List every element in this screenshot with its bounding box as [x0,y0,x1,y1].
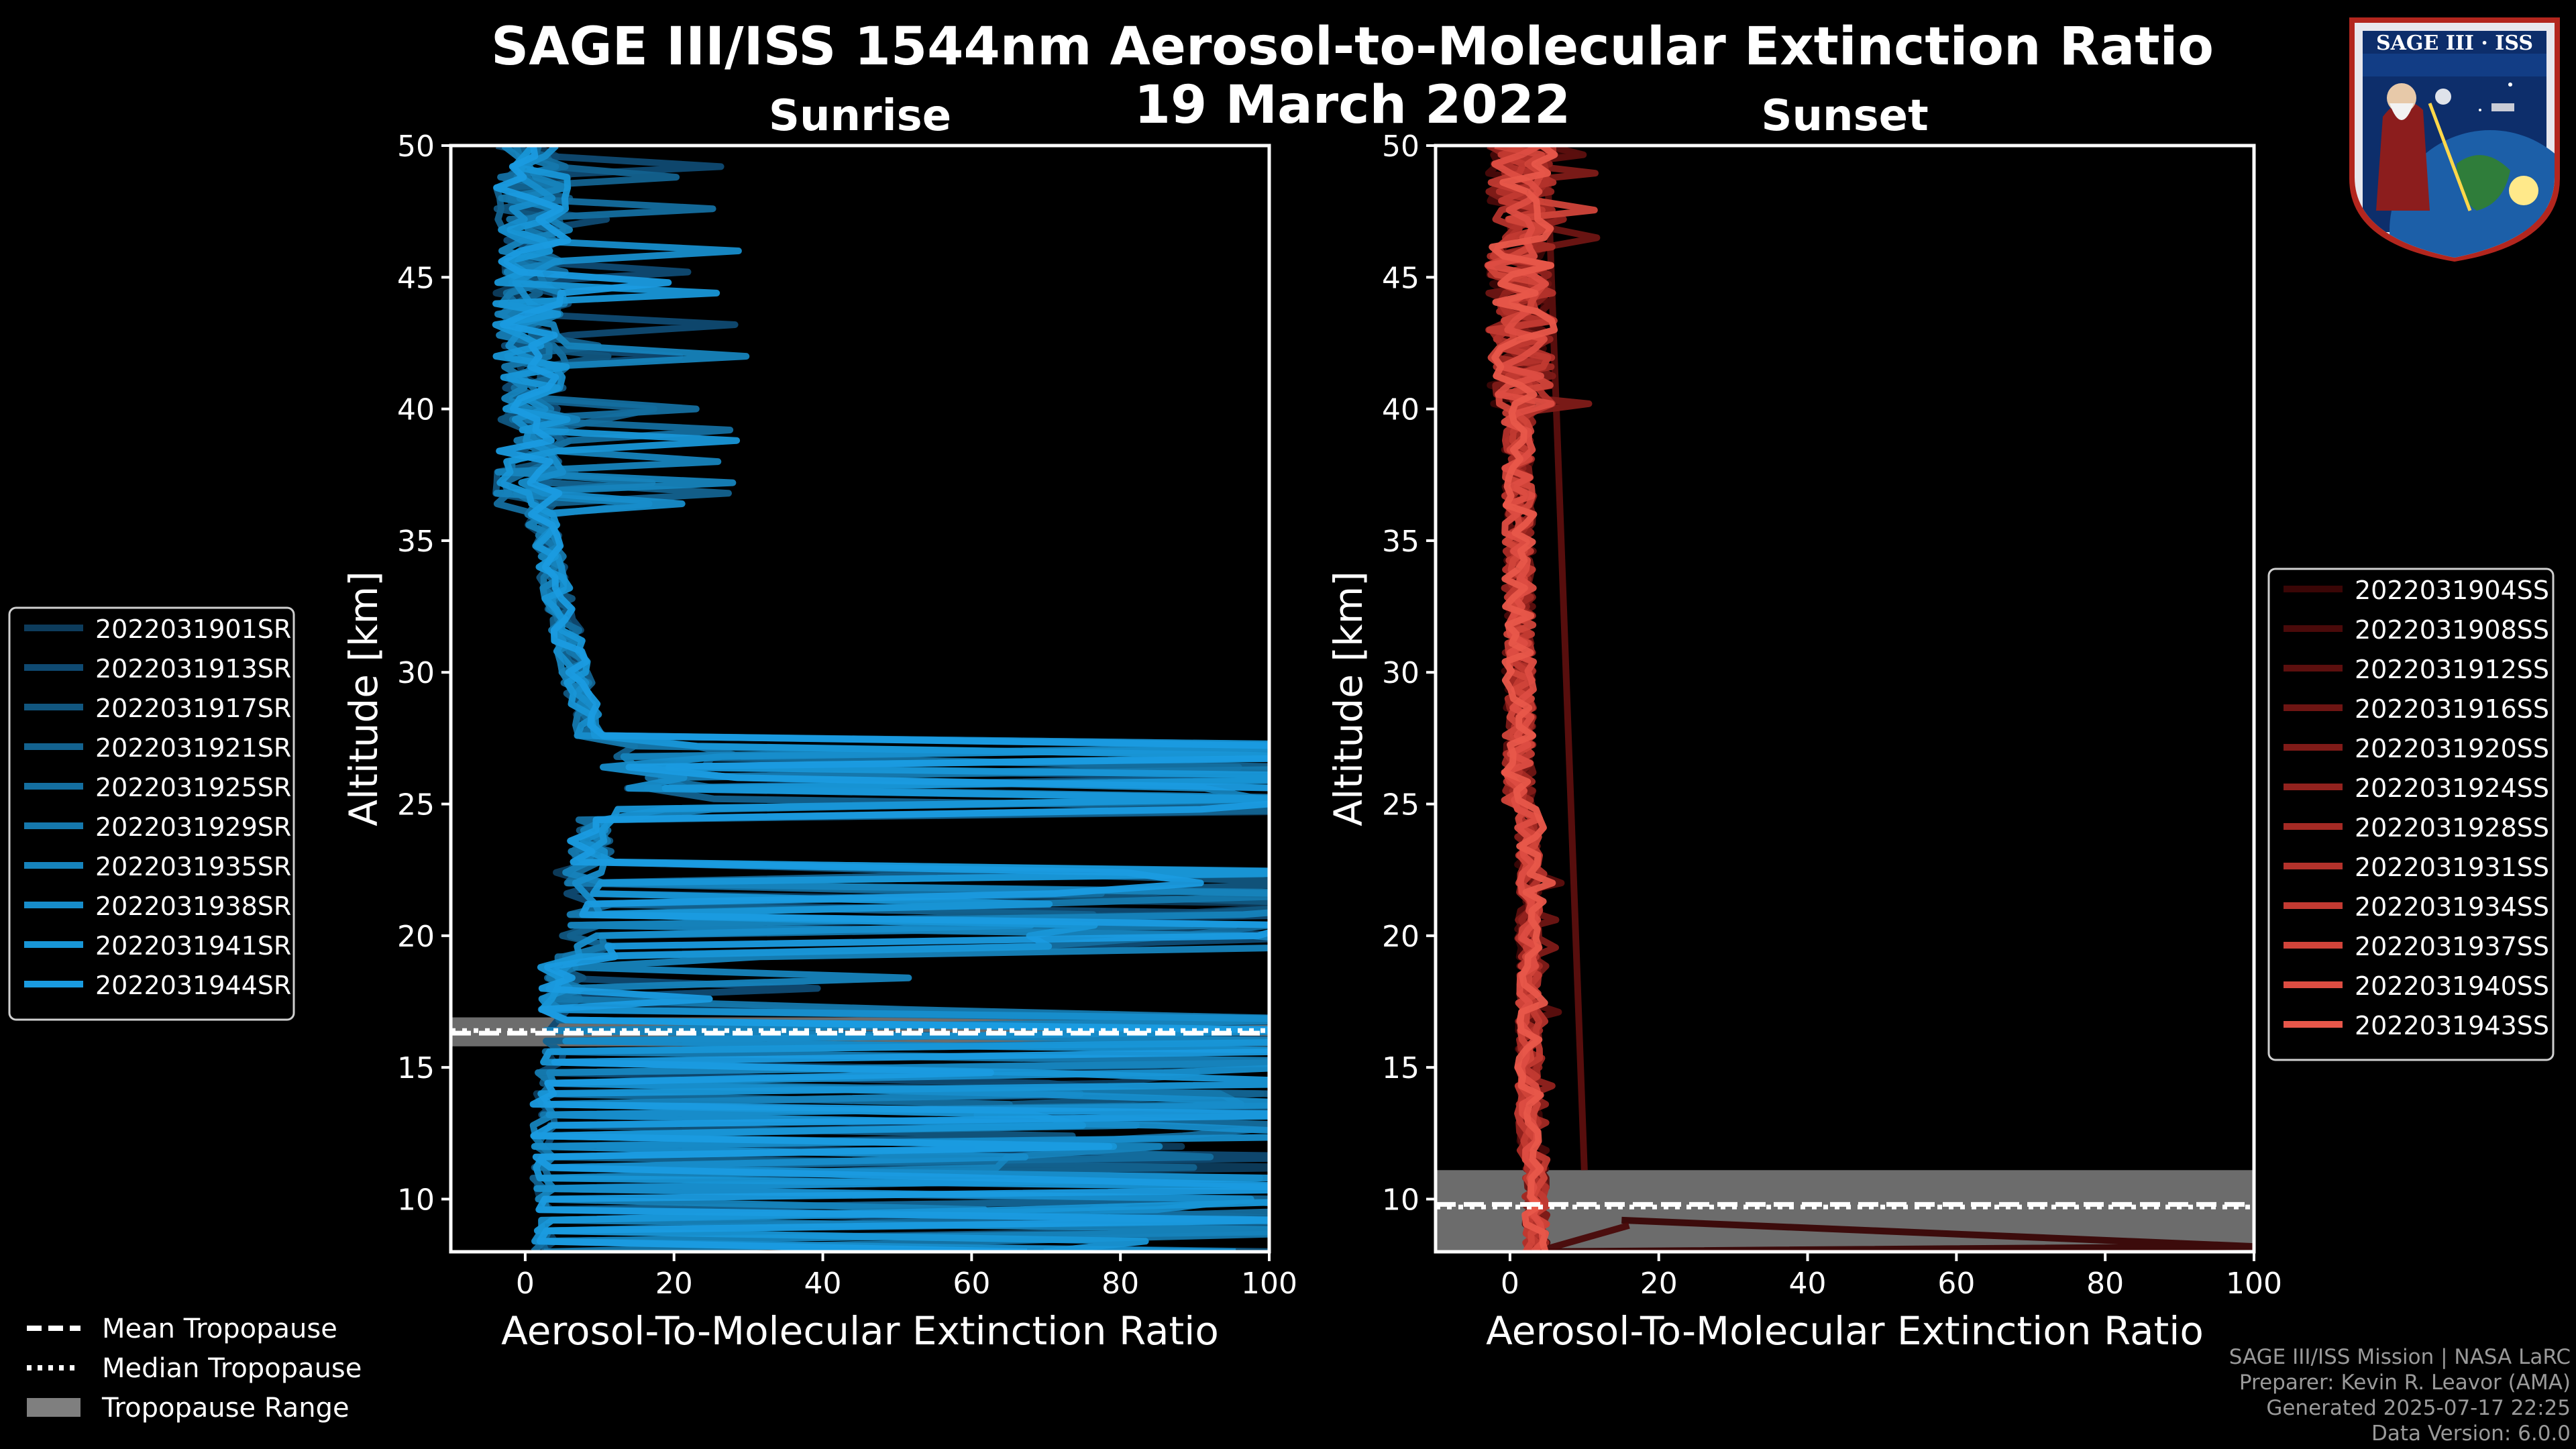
credits: SAGE III/ISS Mission | NASA LaRC Prepare… [2229,1344,2571,1446]
y-tick-label: 25 [1382,788,1419,822]
profile-2022031904SS [1486,146,2254,1252]
profile-2022031943SS [1489,146,1558,1252]
legend-label: 2022031924SS [2355,773,2549,803]
credit-line: Preparer: Kevin R. Leavor (AMA) [2239,1371,2571,1395]
figure-date: 19 March 2022 [1134,75,1570,136]
y-tick-label: 15 [397,1051,435,1085]
y-axis-label: Altitude [km] [341,571,386,826]
legend-label: 2022031943SS [2355,1011,2549,1040]
y-tick-label: 40 [397,393,435,427]
x-axis-label: Aerosol-To-Molecular Extinction Ratio [1486,1308,2204,1354]
legend-box [2267,568,2555,1061]
legend-label: 2022031908SS [2355,615,2549,645]
x-tick-label: 40 [1789,1267,1827,1301]
profile-2022031940SS [1485,146,1555,1252]
sunset-panel: 0 20 40 60 80 100 10 15 20 25 30 35 40 45 50 Sunset Aero… [1326,91,2282,1354]
legend-label: 2022031929SR [95,812,291,842]
y-tick-label: 20 [1382,920,1419,954]
x-tick-label: 60 [953,1267,990,1301]
legend-label: 2022031912SS [2355,655,2549,684]
legend-swatch-band [27,1398,80,1417]
x-tick-label: 80 [2086,1267,2124,1301]
x-tick-label: 0 [516,1267,535,1301]
y-tick-label: 30 [1382,656,1419,690]
y-tick-label: 40 [1382,393,1419,427]
sunrise-legend: 2022031901SR 2022031913SR 2022031917SR 2022… [8,606,295,1021]
y-tick-label: 10 [1382,1183,1419,1217]
legend-label: 2022031921SR [95,733,291,763]
legend-label: Tropopause Range [101,1393,350,1424]
x-tick-label: 20 [1640,1267,1678,1301]
y-tick-label: 35 [1382,525,1419,559]
credit-line: SAGE III/ISS Mission | NASA LaRC [2229,1345,2571,1369]
legend-label: 2022031941SR [95,931,291,961]
legend-label: 2022031937SS [2355,932,2549,961]
legend-label: 2022031913SR [95,654,291,684]
y-tick-label: 35 [397,525,435,559]
legend-label: 2022031917SR [95,694,291,723]
legend-label: 2022031934SS [2355,892,2549,922]
y-axis-label: Altitude [km] [1326,571,1371,826]
logo-label: SAGE III · ISS [2376,32,2533,55]
x-tick-label: 40 [804,1267,842,1301]
legend-label: 2022031940SS [2355,971,2549,1001]
legend-label: 2022031944SR [95,971,291,1000]
sunrise-panel: 0 20 40 60 80 100 10 15 20 25 30 35 40 45 50 Sunrise Aer… [341,91,1297,1354]
legend-label: 2022031938SR [95,892,291,921]
y-tick-label: 25 [397,788,435,822]
x-tick-label: 80 [1102,1267,1139,1301]
legend-label: 2022031904SS [2355,576,2549,605]
y-tick-label: 50 [1382,129,1419,164]
sunset-legend: 2022031904SS 2022031908SS 2022031912SS 2022… [2267,568,2555,1061]
panel-title: Sunrise [769,91,951,141]
legend-box [8,606,295,1021]
axes-frame [1434,144,2256,1254]
legend-label: 2022031916SS [2355,694,2549,724]
x-tick-label: 100 [2226,1267,2282,1301]
x-axis-label: Aerosol-To-Molecular Extinction Ratio [501,1308,1219,1354]
tropopause-legend: Mean Tropopause Median Tropopause Tropopau… [27,1313,362,1424]
legend-label: Median Tropopause [102,1353,362,1384]
y-tick-label: 45 [1382,261,1419,295]
x-tick-label: 60 [1937,1267,1975,1301]
panel-title: Sunset [1761,91,1928,141]
legend-label: 2022031920SS [2355,734,2549,763]
axes-frame [449,144,1271,1254]
legend-label: 2022031935SR [95,852,291,881]
credit-line: Data Version: 6.0.0 [2371,1421,2571,1446]
legend-label: Mean Tropopause [102,1313,337,1344]
y-tick-label: 50 [397,129,435,164]
y-tick-label: 30 [397,656,435,690]
y-tick-label: 20 [397,920,435,954]
x-tick-label: 100 [1241,1267,1297,1301]
legend-label: 2022031925SR [95,773,291,802]
sage-logo: SAGE III · ISS [2349,17,2560,262]
credit-line: Generated 2025-07-17 22:25 [2266,1396,2571,1420]
legend-label: 2022031901SR [95,614,291,644]
y-tick-label: 10 [397,1183,435,1217]
profile-2022031944SR [493,146,1269,1252]
x-tick-label: 0 [1501,1267,1519,1301]
y-tick-label: 15 [1382,1051,1419,1085]
x-tick-label: 20 [655,1267,693,1301]
legend-label: 2022031928SS [2355,813,2549,843]
y-tick-label: 45 [397,261,435,295]
legend-label: 2022031931SS [2355,853,2549,882]
figure-title: SAGE III/ISS 1544nm Aerosol-to-Molecular… [491,17,2214,77]
